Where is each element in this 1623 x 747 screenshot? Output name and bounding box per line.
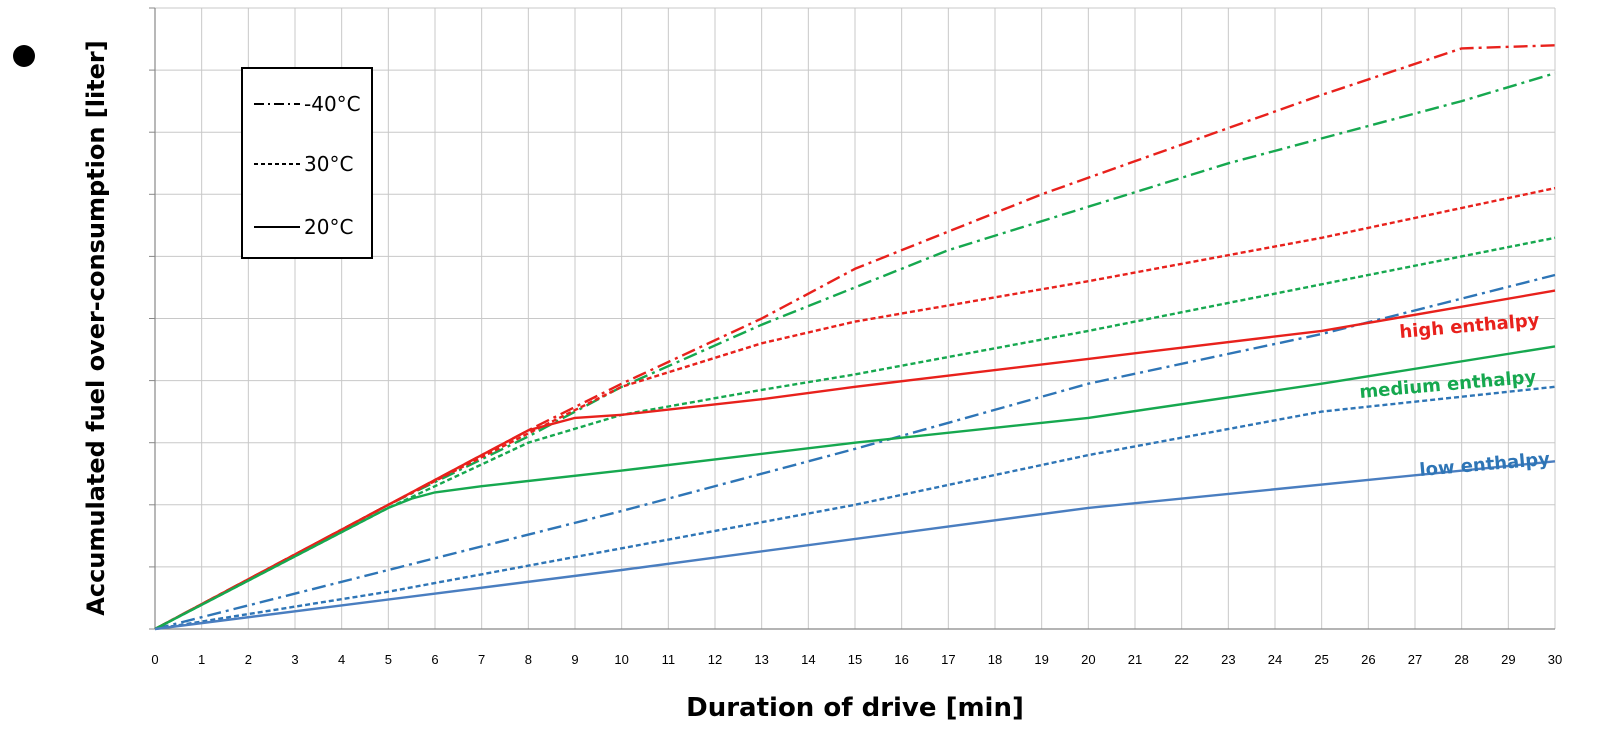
bullet-marker (13, 45, 35, 67)
x-tick-label: 7 (478, 652, 485, 667)
x-tick-label: 15 (848, 652, 862, 667)
x-tick-label: 21 (1128, 652, 1142, 667)
x-tick-label: 26 (1361, 652, 1375, 667)
x-tick-label: 12 (708, 652, 722, 667)
x-tick-label: 30 (1548, 652, 1562, 667)
x-tick-label: 22 (1174, 652, 1188, 667)
series-line-low-enthalpy-dash-dot (154, 273, 1556, 631)
legend-label-3: 20°C (304, 215, 353, 239)
series-line-medium-enthalpy-solid (154, 345, 1556, 631)
x-tick-label: 24 (1268, 652, 1282, 667)
series-layer (154, 44, 1556, 631)
x-tick-label: 11 (662, 652, 676, 667)
x-tick-label: 0 (151, 652, 158, 667)
x-tick-label: 3 (291, 652, 298, 667)
x-tick-label: 13 (754, 652, 768, 667)
x-tick-label: 16 (894, 652, 908, 667)
x-tick-label: 27 (1408, 652, 1422, 667)
label-low-enthalpy: low enthalpy (1419, 449, 1551, 481)
x-tick-label: 4 (338, 652, 345, 667)
x-tick-label: 25 (1314, 652, 1328, 667)
x-tick-label: 1 (198, 652, 205, 667)
legend-label-1: -40°C (304, 92, 361, 116)
x-tick-label: 18 (988, 652, 1002, 667)
x-tick-label: 20 (1081, 652, 1095, 667)
x-tick-label: 29 (1501, 652, 1515, 667)
series-line-medium-enthalpy-dash-dot (154, 72, 1556, 631)
x-tick-label: 9 (571, 652, 578, 667)
grid (154, 7, 1556, 630)
legend-label-2: 30°C (304, 152, 353, 176)
x-tick-label: 2 (245, 652, 252, 667)
x-tick-label: 28 (1454, 652, 1468, 667)
x-tick-label: 19 (1034, 652, 1048, 667)
x-tick-label: 6 (431, 652, 438, 667)
x-tick-label: 5 (385, 652, 392, 667)
x-tick-label: 17 (941, 652, 955, 667)
x-tick-label: 8 (525, 652, 532, 667)
x-tick-label: 23 (1221, 652, 1235, 667)
series-line-low-enthalpy-solid (154, 460, 1556, 631)
x-tick-label: 14 (801, 652, 815, 667)
x-tick-label: 10 (614, 652, 628, 667)
series-line-medium-enthalpy-dashed (154, 236, 1556, 631)
x-tick-labels: 0 1 2 3 4 5 6 7 8 9 10 11 12 13 14 15 16 17 18 19 20 21 22 23 24… (151, 652, 1562, 667)
series-line-high-enthalpy-solid (154, 289, 1556, 631)
x-axis-title: Duration of drive [min] (686, 693, 1024, 723)
y-axis-title: Accumulated fuel over-consumption [liter… (82, 40, 110, 615)
plot-area (149, 7, 1555, 630)
series-line-low-enthalpy-dashed (154, 385, 1556, 631)
legend: -40°C 30°C 20°C (241, 67, 373, 259)
